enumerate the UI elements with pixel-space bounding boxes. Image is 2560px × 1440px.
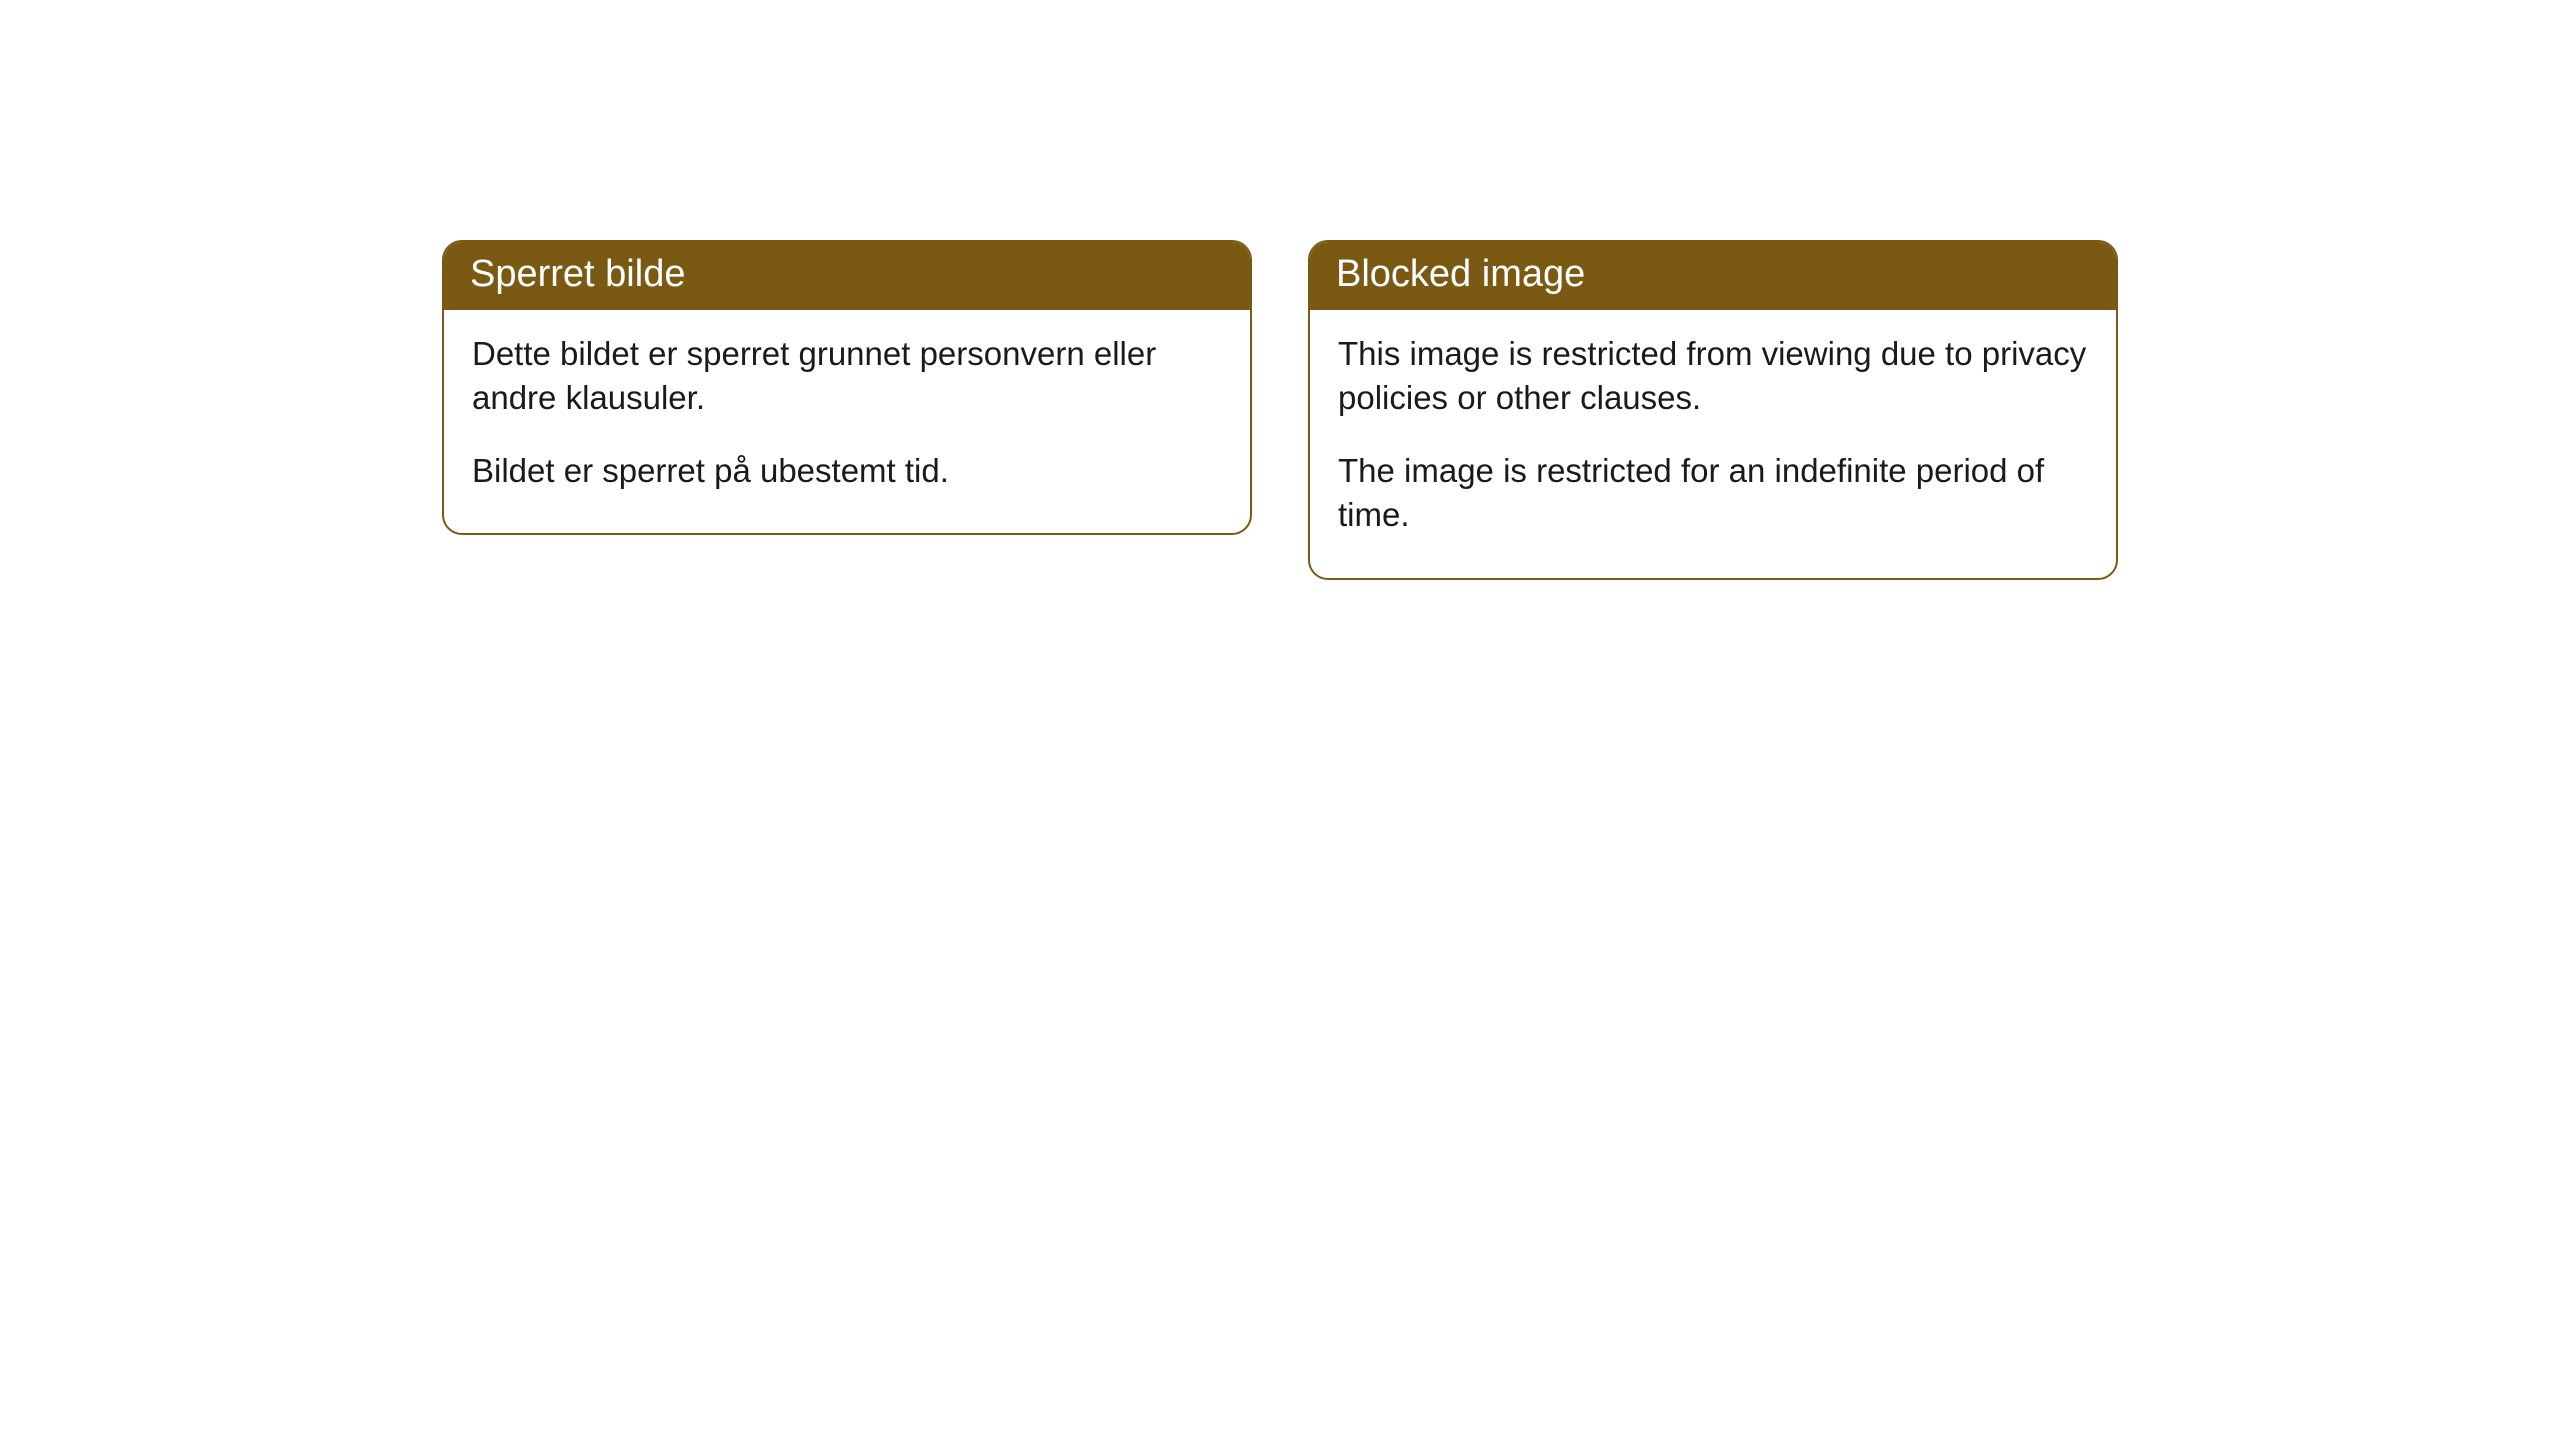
notice-text-en-2: The image is restricted for an indefinit… <box>1338 449 2088 538</box>
notice-text-no-2: Bildet er sperret på ubestemt tid. <box>472 449 1222 494</box>
notice-text-no-1: Dette bildet er sperret grunnet personve… <box>472 332 1222 421</box>
notice-header-en: Blocked image <box>1310 242 2116 310</box>
notice-text-en-1: This image is restricted from viewing du… <box>1338 332 2088 421</box>
notice-header-no: Sperret bilde <box>444 242 1250 310</box>
notice-body-en: This image is restricted from viewing du… <box>1310 310 2116 578</box>
blocked-image-notice-no: Sperret bilde Dette bildet er sperret gr… <box>442 240 1252 535</box>
blocked-image-notice-en: Blocked image This image is restricted f… <box>1308 240 2118 580</box>
notice-body-no: Dette bildet er sperret grunnet personve… <box>444 310 1250 534</box>
